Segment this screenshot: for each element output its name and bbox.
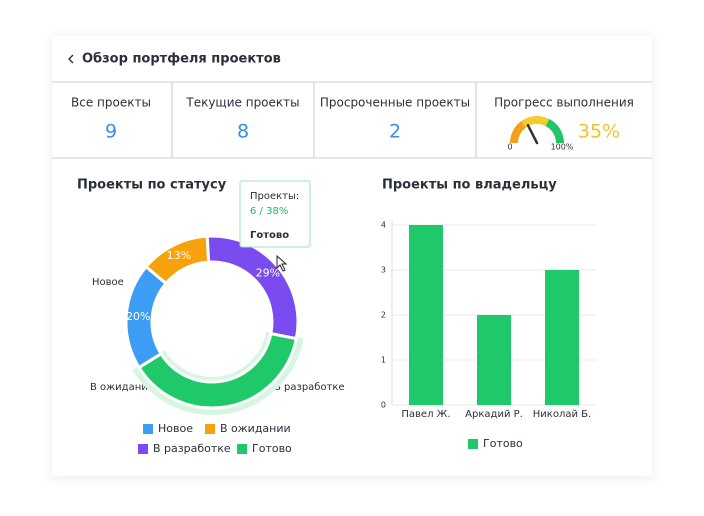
legend-swatch [237, 444, 247, 454]
gauge-arc [521, 116, 550, 128]
y-tick-label: 1 [381, 356, 386, 365]
legend-label: В разработке [153, 442, 231, 455]
data-label: 13% [167, 249, 191, 262]
bar [545, 270, 579, 405]
stat-value: 9 [105, 121, 117, 143]
tooltip-title: Проекты: [250, 191, 299, 202]
gauge-max: 100% [551, 143, 574, 152]
legend-swatch [143, 424, 153, 434]
stat-value: 8 [237, 121, 249, 143]
bar [477, 315, 511, 405]
y-tick-label: 3 [381, 266, 386, 275]
gauge-needle [526, 123, 539, 145]
legend-label: Готово [483, 437, 523, 450]
segment-label: В разработке [274, 382, 345, 393]
back-icon[interactable] [68, 54, 74, 64]
gauge-arc [545, 118, 564, 144]
legend-swatch [468, 439, 478, 449]
y-tick-label: 2 [381, 311, 386, 320]
page-title: Обзор портфеля проектов [82, 52, 281, 67]
bar [409, 225, 443, 405]
y-tick-label: 0 [381, 401, 386, 410]
donut-segment [136, 331, 299, 410]
legend-label: В ожидании [220, 422, 291, 435]
stat-value: 2 [389, 121, 401, 143]
legend-swatch [205, 424, 215, 434]
x-tick-label: Николай Б. [533, 409, 591, 420]
gauge-arc [510, 121, 527, 144]
y-tick-label: 4 [381, 221, 386, 230]
chart-title: Проекты по владельцу [382, 178, 557, 193]
x-tick-label: Аркадий Р. [465, 409, 523, 420]
x-tick-label: Павел Ж. [401, 409, 450, 420]
tooltip-category: Готово [250, 230, 289, 241]
stat-label: Просроченные проекты [320, 96, 470, 110]
segment-label: Новое [92, 277, 124, 288]
data-label: 20% [126, 310, 150, 323]
gauge-min: 0 [507, 143, 512, 152]
stat-label: Текущие проекты [185, 96, 299, 110]
legend-swatch [138, 444, 148, 454]
legend-label: Готово [252, 442, 292, 455]
stat-label: Прогресс выполнения [494, 96, 634, 110]
data-label: 29% [256, 266, 280, 279]
tooltip [239, 180, 311, 248]
tooltip-value: 6 / 38% [250, 206, 288, 217]
legend-label: Новое [158, 422, 193, 435]
stat-label: Все проекты [71, 96, 151, 110]
gauge-value: 35% [578, 121, 620, 143]
cursor [276, 254, 288, 272]
chart-title: Проекты по статусу [77, 178, 227, 193]
segment-label: В ожидании [90, 382, 154, 393]
